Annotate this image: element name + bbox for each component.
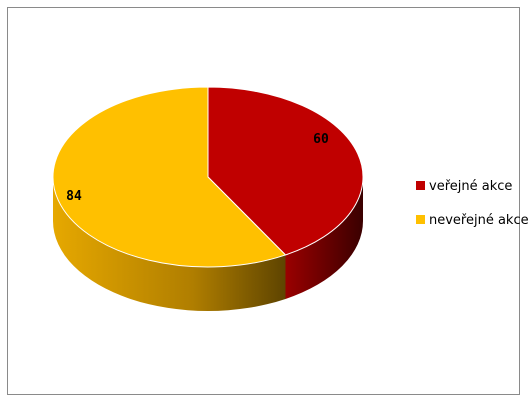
pie-sides	[53, 177, 363, 311]
pie-tops	[52, 86, 364, 268]
pie-side-1	[53, 177, 286, 311]
legend-label-1: neveřejné akce	[429, 213, 528, 228]
legend-swatch-1	[416, 215, 425, 224]
pie-side-0	[285, 177, 363, 299]
data-label-0: 60	[313, 132, 329, 147]
data-label-1: 84	[66, 189, 82, 204]
legend-label-0: veřejné akce	[429, 179, 512, 194]
legend-swatch-0	[416, 181, 425, 190]
legend: veřejné akce neveřejné akce	[416, 179, 528, 228]
data-labels: 60 84	[66, 132, 329, 204]
pie-slice-1	[52, 86, 287, 268]
pie-slice-0	[207, 86, 364, 256]
